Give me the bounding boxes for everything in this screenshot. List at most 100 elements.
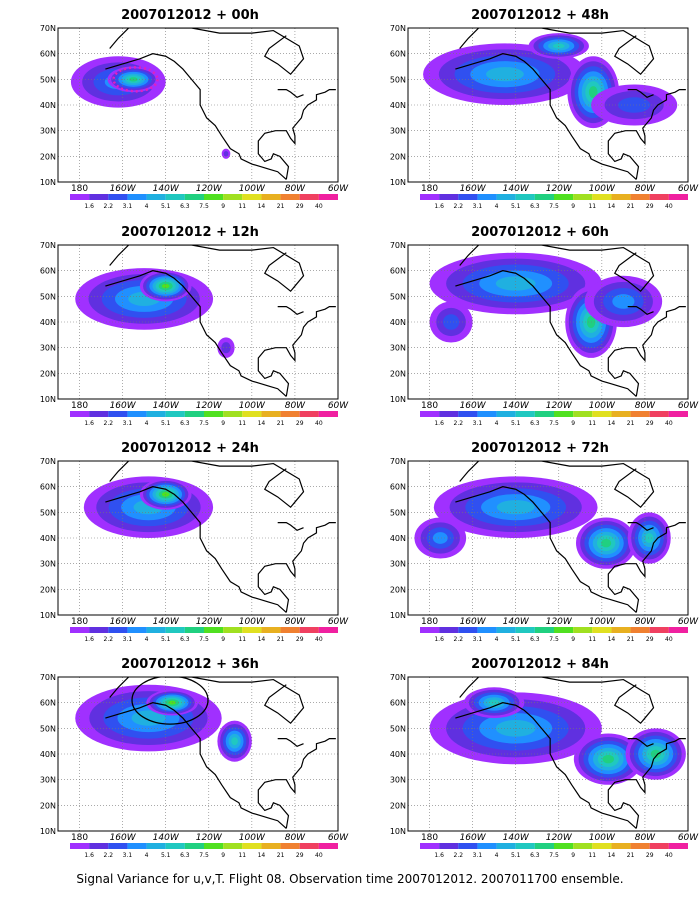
colorbar-label: 2.2 — [454, 636, 464, 643]
colorbar-swatch — [242, 843, 262, 849]
colorbar-label: 5.1 — [511, 852, 521, 859]
coastline — [277, 305, 304, 315]
colorbar-label: 40 — [315, 203, 323, 210]
x-tick-label: 180 — [71, 401, 88, 411]
y-tick-label: 10N — [40, 611, 56, 620]
colorbar-label: 1.6 — [84, 852, 94, 859]
y-tick-label: 60N — [390, 267, 406, 276]
colorbar-label: 3.1 — [123, 852, 133, 859]
coastline — [105, 53, 287, 180]
colorbar-label: 1.6 — [84, 203, 94, 210]
shaded-field — [408, 28, 688, 182]
colorbar-label: 3.1 — [473, 420, 483, 427]
colorbar-label: 29 — [296, 852, 304, 859]
colorbar-label: 6.3 — [530, 852, 540, 859]
colorbar-swatch — [165, 627, 185, 633]
x-tick-label: 80W — [285, 401, 306, 411]
colorbar-swatch — [515, 411, 535, 417]
plot-frame — [407, 676, 689, 832]
colorbar-swatch — [184, 843, 204, 849]
colorbar-swatch — [592, 627, 612, 633]
y-tick-label: 30N — [40, 127, 56, 136]
colorbar-swatch — [477, 411, 497, 417]
colorbar-swatch — [280, 843, 300, 849]
colorbar-swatch — [108, 411, 128, 417]
coastline — [627, 305, 654, 315]
colorbar-swatch — [439, 194, 459, 200]
map-00h: 10N 20N 30N 40N 50N 60N 70N 180 160W 140W 120W 100W… — [40, 24, 349, 210]
x-tick-label: 80W — [635, 617, 656, 627]
x-tick-label: 120W — [546, 184, 573, 194]
y-tick-label: 50N — [40, 292, 56, 301]
y-tick-label: 20N — [390, 152, 406, 161]
colorbar-label: 29 — [646, 203, 654, 210]
panel-60h: 2007012012 + 60h 10N 20N 30N 40N 50N 60N 70N 18… — [380, 225, 700, 437]
colorbar-swatch — [261, 411, 281, 417]
colorbar-label: 7.5 — [199, 203, 209, 210]
x-tick-label: 60W — [678, 833, 699, 843]
colorbar-label: 14 — [608, 203, 616, 210]
y-tick-label: 50N — [390, 724, 406, 733]
contour-band — [443, 314, 460, 330]
colorbar-swatch — [477, 194, 497, 200]
colorbar-swatch — [592, 194, 612, 200]
colorbar-swatch — [127, 843, 147, 849]
y-tick-label: 50N — [40, 724, 56, 733]
colorbar-swatch — [261, 627, 281, 633]
y-tick-label: 70N — [40, 241, 56, 250]
plot-frame — [407, 460, 689, 616]
y-tick-label: 50N — [390, 508, 406, 517]
colorbar-swatch — [299, 411, 319, 417]
x-tick-label: 140W — [503, 401, 530, 411]
x-tick-label: 180 — [421, 184, 438, 194]
colorbar-swatch — [668, 411, 688, 417]
colorbar-label: 9 — [221, 420, 225, 427]
panel-title: 2007012012 + 72h — [471, 441, 609, 456]
colorbar-swatch — [496, 627, 516, 633]
coastline — [459, 28, 655, 76]
panel-title: 2007012012 + 36h — [121, 657, 259, 672]
x-tick-label: 140W — [503, 617, 530, 627]
x-tick-label: 60W — [328, 617, 349, 627]
target-circle — [131, 677, 209, 725]
colorbar-label: 7.5 — [199, 852, 209, 859]
colorbar-swatch — [573, 411, 593, 417]
colorbar-swatch — [554, 411, 574, 417]
colorbar-swatch — [89, 194, 109, 200]
colorbar-swatch — [515, 843, 535, 849]
x-tick-label: 60W — [678, 184, 699, 194]
x-tick-label: 180 — [421, 617, 438, 627]
x-tick-label: 120W — [546, 617, 573, 627]
coastline — [257, 737, 336, 829]
y-tick-label: 30N — [390, 776, 406, 785]
coastline — [277, 737, 304, 747]
colorbar-swatch — [458, 411, 478, 417]
x-tick-label: 160W — [110, 617, 137, 627]
colorbar-swatch — [611, 843, 631, 849]
y-tick-label: 40N — [40, 101, 56, 110]
colorbar-swatch — [318, 194, 338, 200]
colorbar-label: 6.3 — [530, 420, 540, 427]
colorbar-swatch — [649, 411, 669, 417]
colorbar-swatch — [127, 194, 147, 200]
colorbar-label: 4 — [145, 203, 149, 210]
colorbar-label: 5.1 — [511, 420, 521, 427]
colorbar-label: 9 — [571, 636, 575, 643]
colorbar-label: 6.3 — [180, 203, 190, 210]
coastline — [459, 677, 655, 725]
colorbar-label: 4 — [145, 420, 149, 427]
y-tick-label: 40N — [40, 750, 56, 759]
panel-24h: 2007012012 + 24h 10N 20N 30N 40N 50N 60N 70N 18… — [30, 441, 350, 653]
colorbar-label: 29 — [296, 636, 304, 643]
colorbar-label: 7.5 — [199, 636, 209, 643]
y-tick-label: 70N — [390, 241, 406, 250]
colorbar-swatch — [420, 194, 440, 200]
x-tick-label: 80W — [285, 833, 306, 843]
colorbar-label: 21 — [277, 203, 285, 210]
y-tick-label: 20N — [40, 585, 56, 594]
colorbar-swatch — [668, 843, 688, 849]
colorbar-label: 11 — [238, 852, 246, 859]
y-tick-label: 10N — [40, 827, 56, 836]
contour-band — [602, 754, 615, 764]
panel-72h: 2007012012 + 72h 10N 20N 30N 40N 50N 60N 70N 18… — [380, 441, 700, 653]
